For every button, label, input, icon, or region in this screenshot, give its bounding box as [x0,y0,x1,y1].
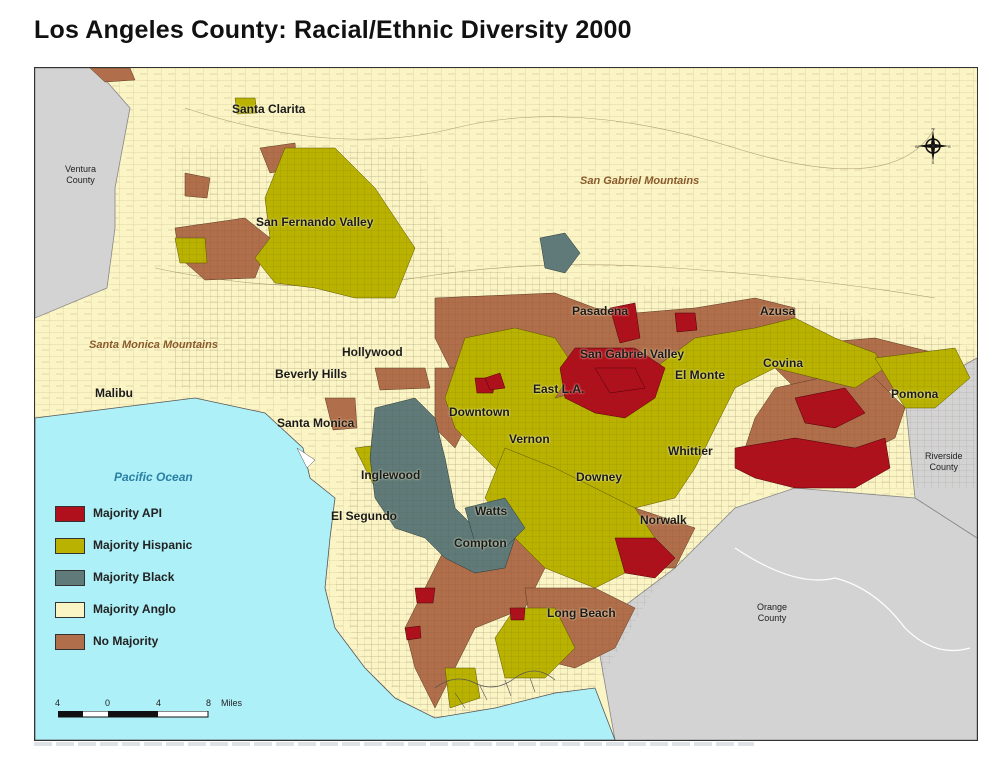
scale-bar: 4 0 4 8 Miles [55,698,275,728]
scale-bar-graphic [58,711,209,718]
label-watts: Watts [475,504,508,518]
orange-county-river [734,547,971,652]
label-inglewood: Inglewood [361,468,421,482]
label-san-gabriel-mountains: San Gabriel Mountains [580,175,700,187]
label-el-segundo: El Segundo [331,509,397,523]
label-hollywood: Hollywood [342,345,403,359]
label-whittier: Whittier [668,444,713,458]
label-orange-county: Orange County [757,602,788,623]
legend-swatch-majority-anglo [55,602,85,618]
label-riverside-county: Riverside County [925,451,963,472]
legend-swatch-no-majority [55,634,85,650]
label-compton: Compton [454,536,507,550]
compass-e: E [948,144,951,149]
label-pacific-ocean: Pacific Ocean [114,470,193,484]
scale-tick-1: 0 [105,698,111,708]
legend-label-no-majority: No Majority [93,634,159,648]
legend-swatch-majority-api [55,506,85,522]
label-azusa: Azusa [760,304,796,318]
label-el-monte: El Monte [675,368,725,382]
legend-label-majority-hispanic: Majority Hispanic [93,538,193,552]
label-downtown: Downtown [449,405,510,419]
legend-swatch-majority-hispanic [55,538,85,554]
label-ventura-county: Ventura County [65,164,97,185]
label-norwalk: Norwalk [640,513,687,527]
label-pomona: Pomona [891,387,939,401]
compass-rose-icon: N S E W [915,128,951,164]
label-malibu: Malibu [95,386,133,400]
legend-swatch-majority-black [55,570,85,586]
compass-w: W [915,144,919,149]
map-title: Los Angeles County: Racial/Ethnic Divers… [34,16,632,44]
legend-label-majority-anglo: Majority Anglo [93,602,176,616]
label-santa-monica: Santa Monica [277,416,355,430]
label-east-la: East L.A. [533,382,585,396]
compass-n: N [932,128,935,131]
label-santa-clarita: Santa Clarita [232,102,306,116]
map-canvas: Santa Clarita Ventura County San Gabriel… [34,67,978,741]
label-beverly-hills: Beverly Hills [275,367,348,381]
label-san-gabriel-valley: San Gabriel Valley [580,347,685,361]
legend-label-majority-api: Majority API [93,506,162,520]
label-vernon: Vernon [509,432,550,446]
label-pasadena: Pasadena [572,304,629,318]
label-san-fernando-valley: San Fernando Valley [256,215,374,229]
label-downey: Downey [576,470,623,484]
scale-tick-0: 4 [55,698,61,708]
scale-tick-3: 8 [206,698,212,708]
compass-s: S [932,160,935,164]
map-graphic [35,68,977,740]
label-covina: Covina [763,356,804,370]
label-long-beach: Long Beach [547,606,616,620]
scale-tick-2: 4 [156,698,162,708]
legend: Majority API Majority Hispanic Majority … [35,506,255,656]
legend-label-majority-black: Majority Black [93,570,175,584]
label-santa-monica-mountains: Santa Monica Mountains [89,339,218,351]
footer-decoration [34,742,754,746]
scale-unit: Miles [221,698,243,708]
